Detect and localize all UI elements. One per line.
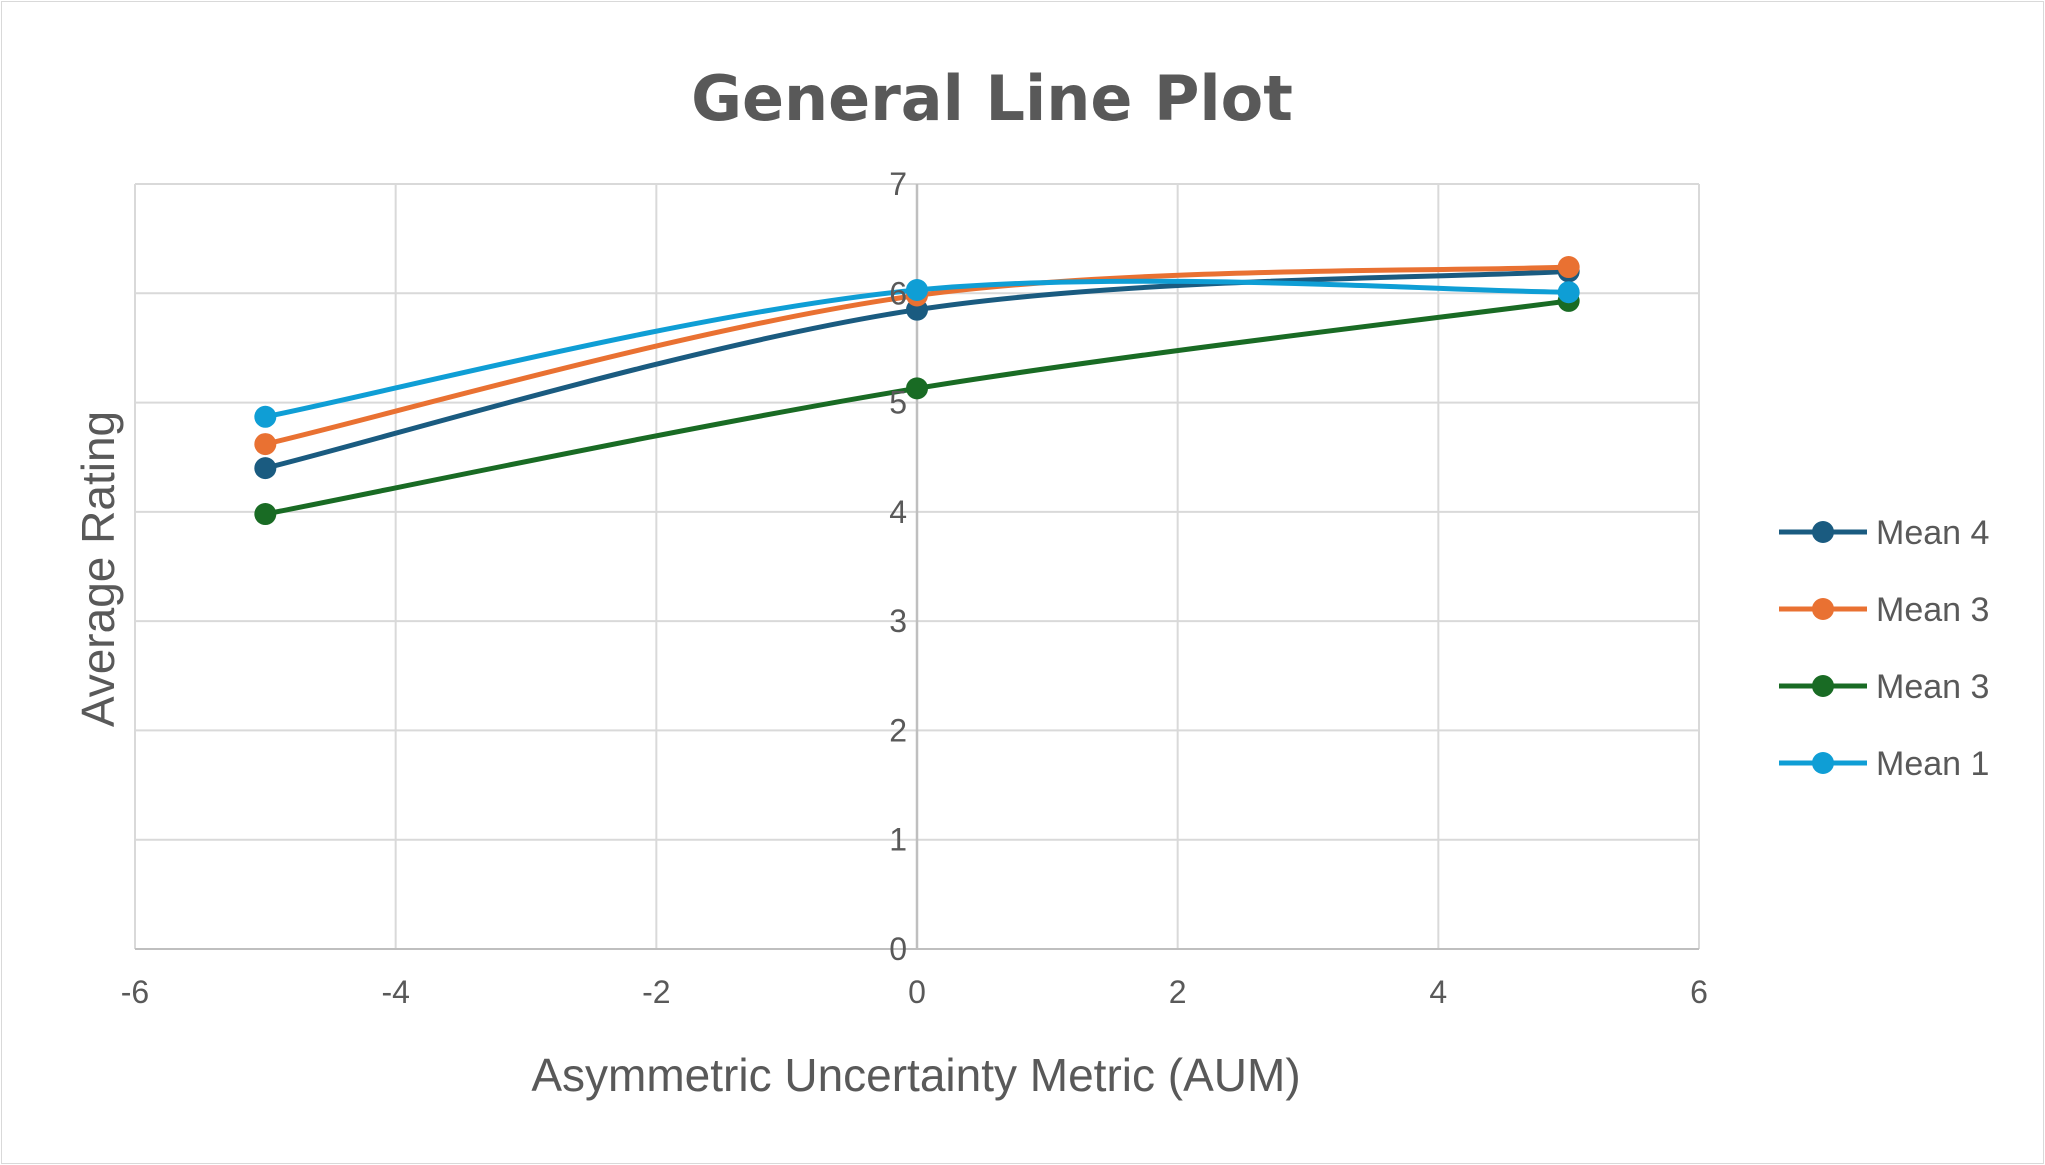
legend-swatch-marker bbox=[1812, 675, 1834, 697]
legend-label: Mean 3 bbox=[1876, 668, 1989, 706]
legend-entry: Mean 1 bbox=[1779, 745, 1989, 783]
x-tick-label: -2 bbox=[642, 974, 670, 1010]
y-tick-label: 3 bbox=[889, 603, 907, 639]
x-tick-label: 4 bbox=[1429, 974, 1447, 1010]
data-point bbox=[254, 503, 277, 526]
series-lines bbox=[254, 256, 1580, 526]
legend-label: Mean 3 bbox=[1876, 591, 1989, 629]
x-tick-label: 0 bbox=[908, 974, 926, 1010]
legend-swatch-marker bbox=[1812, 521, 1834, 543]
data-point bbox=[254, 433, 277, 456]
data-point bbox=[906, 377, 928, 400]
chart-title: General Line Plot bbox=[691, 62, 1293, 135]
legend: Mean 4 Mean 3 Mean 3 Mean 1 bbox=[1779, 514, 1989, 783]
data-point bbox=[254, 405, 277, 428]
x-tick-label: -4 bbox=[381, 974, 409, 1010]
legend-entry: Mean 3 bbox=[1779, 668, 1989, 706]
legend-label: Mean 4 bbox=[1876, 514, 1989, 552]
x-tick-label: -6 bbox=[121, 974, 149, 1010]
legend-entry: Mean 4 bbox=[1779, 514, 1989, 552]
data-point bbox=[1557, 256, 1580, 279]
y-tick-label: 6 bbox=[889, 275, 907, 311]
y-tick-label: 5 bbox=[889, 385, 907, 421]
tick-labels: -6 -4 -2 0 2 4 6 0 1 2 3 4 5 6 7 bbox=[121, 166, 1708, 1010]
y-tick-label: 7 bbox=[889, 166, 907, 202]
data-point bbox=[254, 457, 277, 480]
x-tick-label: 6 bbox=[1690, 974, 1708, 1010]
legend-swatch-marker bbox=[1812, 598, 1834, 620]
series-4 bbox=[254, 278, 1580, 428]
y-axis-title: Average Rating bbox=[72, 411, 124, 727]
legend-label: Mean 1 bbox=[1876, 745, 1989, 783]
legend-entry: Mean 3 bbox=[1779, 591, 1989, 629]
y-tick-label: 0 bbox=[889, 931, 907, 967]
y-tick-label: 2 bbox=[889, 712, 907, 748]
y-tick-label: 4 bbox=[889, 494, 907, 530]
legend-swatch-marker bbox=[1812, 752, 1834, 774]
data-point bbox=[1557, 281, 1580, 304]
data-point bbox=[906, 279, 928, 302]
x-tick-label: 2 bbox=[1169, 974, 1187, 1010]
x-axis-title: Asymmetric Uncertainty Metric (AUM) bbox=[531, 1049, 1300, 1101]
y-tick-label: 1 bbox=[889, 822, 907, 858]
